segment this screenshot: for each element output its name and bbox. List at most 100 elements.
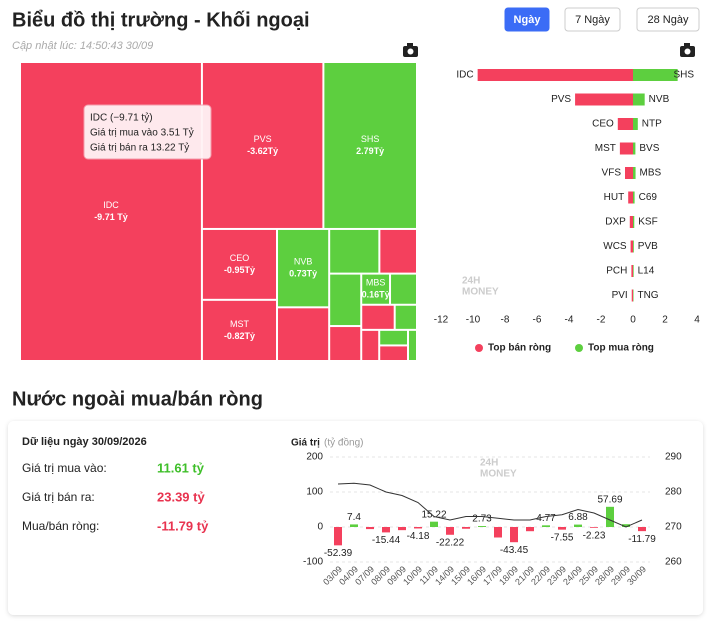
- x-tick-label: -10: [466, 315, 481, 326]
- y-axis-unit: (tỷ đồng): [324, 437, 363, 449]
- tooltip-row: Giá trị bán ra 13.22 Tỷ: [90, 142, 189, 154]
- cell-name: PVS: [254, 134, 272, 144]
- x-tick-label: 4: [694, 315, 700, 326]
- card: [8, 421, 703, 615]
- bar: [366, 527, 374, 530]
- bar-label: NVB: [649, 94, 670, 105]
- bar-label: HUT: [604, 192, 625, 203]
- bar: [630, 240, 633, 253]
- y2-tick-label: 290: [665, 452, 682, 463]
- bar: [633, 93, 645, 106]
- x-tick-label: -12: [434, 315, 449, 326]
- bar: [633, 118, 638, 130]
- page-title: Biểu đồ thị trường - Khối ngoại: [12, 9, 310, 31]
- bar-label: C69: [639, 192, 658, 203]
- y-axis-title: Giá trị: [291, 438, 320, 449]
- camera-icon[interactable]: [680, 43, 695, 57]
- watermark: MONEY: [480, 469, 517, 480]
- bar: [477, 69, 633, 81]
- bar: [398, 527, 406, 531]
- data-label: -2.23: [583, 530, 606, 541]
- tooltip-title: IDC (−9.71 tỷ): [90, 112, 153, 124]
- treemap-cell: [330, 327, 361, 360]
- x-tick-label: -8: [501, 315, 510, 326]
- bar: [574, 524, 582, 527]
- treemap-cell: [324, 63, 416, 228]
- y2-tick-label: 270: [665, 522, 682, 533]
- data-label: 4.77: [536, 513, 556, 524]
- bar: [478, 526, 486, 527]
- data-label: 57.69: [597, 494, 622, 505]
- treemap-cell: [278, 229, 329, 307]
- bar-label: BVS: [639, 143, 659, 154]
- bar-label: PCH: [606, 266, 627, 277]
- watermark: MONEY: [462, 287, 499, 298]
- bar: [430, 521, 438, 527]
- data-label: 7.4: [347, 512, 361, 523]
- bar: [575, 93, 633, 106]
- bar: [625, 167, 633, 179]
- bar: [446, 527, 454, 535]
- card-date: Dữ liệu ngày 30/09/2026: [22, 436, 147, 448]
- cell-value: -3.62Tỷ: [247, 146, 278, 156]
- treemap-cell: [380, 346, 408, 360]
- cell-value: -9.71 Tỷ: [94, 212, 128, 222]
- bar: [633, 142, 636, 155]
- cell-name: CEO: [230, 253, 250, 263]
- cell-name: MBS: [366, 278, 386, 288]
- section-title: Nước ngoài mua/bán ròng: [12, 388, 263, 410]
- cell-name: NVB: [294, 257, 313, 267]
- x-tick-label: -2: [597, 315, 606, 326]
- cell-name: SHS: [361, 134, 380, 144]
- treemap-cell: [202, 63, 323, 228]
- line: [337, 482, 643, 528]
- range-button[interactable]: [636, 7, 700, 32]
- legend-label: Top bán ròng: [488, 343, 551, 354]
- treemap-cell: [362, 305, 394, 329]
- range-button-label[interactable]: Ngày: [514, 14, 542, 26]
- range-button-label[interactable]: 28 Ngày: [648, 14, 689, 26]
- treemap-cell: [395, 305, 416, 329]
- treemap-cell: [330, 229, 379, 273]
- data-label: 2.73: [472, 514, 492, 525]
- legend-marker: [575, 344, 583, 352]
- bar-label: PVS: [551, 94, 571, 105]
- y2-tick-label: 280: [665, 487, 682, 498]
- bar: [558, 527, 566, 530]
- bar: [526, 527, 534, 532]
- treemap-cell: [362, 274, 390, 304]
- data-label: -7.55: [551, 532, 574, 543]
- cell-name: IDC: [103, 200, 119, 210]
- bar: [631, 289, 633, 302]
- bar-label: VFS: [602, 168, 622, 179]
- legend-marker: [475, 344, 483, 352]
- bar: [628, 191, 633, 204]
- y-tick-label: 0: [317, 522, 323, 533]
- cell-value: 2.79Tỷ: [356, 146, 384, 156]
- bar: [633, 240, 634, 253]
- bar-label: DXP: [605, 217, 626, 228]
- range-button[interactable]: [504, 7, 550, 32]
- bar: [633, 216, 635, 228]
- y-tick-label: -100: [303, 557, 323, 568]
- camera-icon[interactable]: [403, 43, 418, 57]
- bar: [462, 527, 470, 529]
- y-tick-label: 200: [306, 452, 323, 463]
- cell-name: MST: [230, 319, 250, 329]
- bar: [633, 265, 634, 277]
- range-button-label[interactable]: 7 Ngày: [575, 14, 610, 26]
- bar: [542, 525, 550, 527]
- bar-label: PVI: [612, 290, 628, 301]
- bar-label: L14: [638, 266, 655, 277]
- bar-label: WCS: [603, 241, 627, 252]
- range-button[interactable]: [564, 7, 621, 32]
- bar: [590, 527, 598, 528]
- bar: [633, 191, 635, 204]
- bar: [631, 265, 633, 277]
- treemap-cell: [202, 229, 277, 299]
- data-label: 15.22: [421, 509, 446, 520]
- bar-label: MST: [595, 143, 616, 154]
- bar: [629, 216, 633, 228]
- data-label: -52.39: [324, 548, 353, 559]
